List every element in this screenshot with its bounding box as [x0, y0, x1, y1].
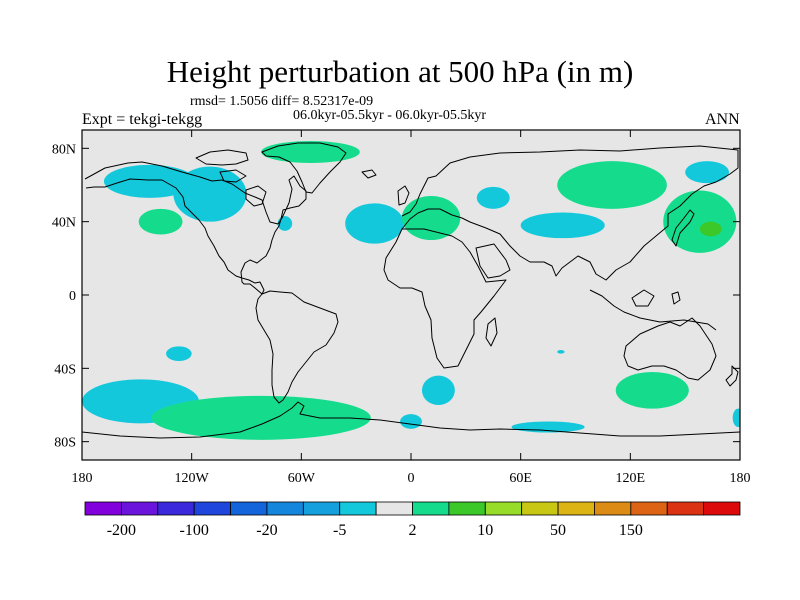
season-label: ANN	[705, 111, 740, 128]
anomaly-region-central-asia-negative	[520, 212, 605, 239]
coastline-iceland	[361, 169, 377, 179]
colorbar-swatch	[448, 501, 486, 516]
coastline-indonesia	[589, 289, 717, 331]
coastline-britain	[397, 185, 410, 206]
anomaly-region-kamchatka-negative	[685, 161, 730, 184]
coastline-hudson-bay	[245, 185, 267, 207]
lon-tick-label: 60W	[288, 471, 316, 486]
anomaly-region-north-pacific-strong-positive	[699, 221, 722, 237]
coastline-greenland	[261, 142, 347, 194]
lon-tick-label: 120E	[616, 471, 646, 486]
anomaly-region-ross-sea-negative	[732, 408, 740, 427]
lon-tick-label: 120W	[175, 471, 210, 486]
colorbar-label: 2	[409, 522, 417, 539]
map-title: Height perturbation at 500 hPa (in m)	[166, 54, 634, 89]
map-axes: 180 120W 60W 0 60E 120E 180 80N 40N 0 40S 80S	[52, 130, 751, 486]
colorbar-swatch	[375, 501, 413, 516]
colorbar-swatch	[230, 501, 268, 516]
anomaly-region-south-indian-positive	[615, 372, 689, 409]
coastline-north-america	[84, 161, 307, 295]
colorbar-swatch	[666, 501, 705, 516]
colorbar-label: 150	[619, 522, 643, 539]
lat-tick-label: 0	[69, 289, 76, 304]
lon-tick-label: 180	[730, 471, 751, 486]
colorbar-swatch	[120, 501, 159, 516]
coastlines	[82, 142, 740, 439]
anomaly-region-alaska-negative	[103, 164, 196, 198]
coastline-japan	[671, 209, 695, 247]
anomaly-region-south-pacific-small-negative	[166, 346, 192, 361]
anomaly-region-canada-negative	[173, 166, 247, 222]
statistics-text: rmsd= 1.5056 diff= 8.52317e-09	[190, 94, 374, 109]
anomaly-region-atlantic-negative	[345, 203, 404, 244]
map-plot: 180 120W 60W 0 60E 120E 180 80N 40N 0 40S 80S	[52, 129, 751, 486]
anomaly-region-caspian-negative	[476, 186, 510, 209]
colorbar-swatch	[703, 501, 741, 516]
anomaly-region-pacific-positive	[138, 208, 183, 235]
coastline-africa	[383, 228, 507, 369]
coastline-south-america	[255, 290, 339, 404]
coastline-new-zealand	[725, 365, 739, 387]
colorbar-label: -100	[180, 522, 209, 539]
anomaly-region-north-pacific-positive	[663, 190, 737, 253]
colorbar: -200 -100 -20 -5 2 10 50 150	[84, 501, 741, 539]
colorbar-swatch	[594, 501, 632, 516]
lon-tick-label: 0	[408, 471, 415, 486]
anomaly-region-south-atlantic-negative	[421, 375, 455, 406]
lat-tick-label: 80S	[54, 436, 76, 451]
colorbar-label: 10	[477, 522, 493, 539]
lat-tick-label: 80N	[52, 142, 76, 157]
lat-tick-label: 40N	[52, 216, 76, 231]
experiment-label: Expt = tekgi-tekgg	[82, 111, 203, 128]
lon-tick-label: 60E	[509, 471, 532, 486]
colorbar-swatch	[412, 501, 450, 516]
lon-tick-label: 180	[72, 471, 93, 486]
colorbar-swatch	[193, 501, 231, 516]
colorbar-swatch	[484, 501, 523, 516]
coastline-arabia	[475, 243, 511, 279]
anomaly-region-indian-ocean-small-negative	[557, 350, 565, 354]
colorbar-swatch	[557, 501, 595, 516]
colorbar-label: -20	[256, 522, 277, 539]
colorbar-swatch	[339, 501, 377, 516]
coastline-arctic-islands	[195, 149, 249, 183]
colorbar-label: 50	[550, 522, 566, 539]
colorbar-swatch	[521, 501, 559, 516]
coastline-antarctica	[82, 401, 740, 439]
colorbar-swatch	[84, 501, 122, 516]
coastline-madagascar	[485, 317, 498, 347]
colorbar-swatch	[157, 501, 195, 516]
anomaly-region-drake-passage-positive	[151, 395, 371, 440]
colorbar-swatch	[630, 501, 668, 516]
colorbar-label: -200	[107, 522, 136, 539]
colorbar-swatch	[266, 501, 304, 516]
lat-tick-label: 40S	[54, 362, 76, 377]
coastline-eurasia	[401, 145, 739, 281]
colorbar-label: -5	[333, 522, 346, 539]
anomaly-region-weddell-negative	[400, 414, 422, 429]
period-text: 06.0kyr-05.5kyr - 06.0kyr-05.5kyr	[293, 108, 487, 123]
colorbar-swatch	[302, 501, 341, 516]
coastline-australia	[623, 317, 717, 381]
anomaly-region-siberia-positive	[557, 161, 667, 209]
